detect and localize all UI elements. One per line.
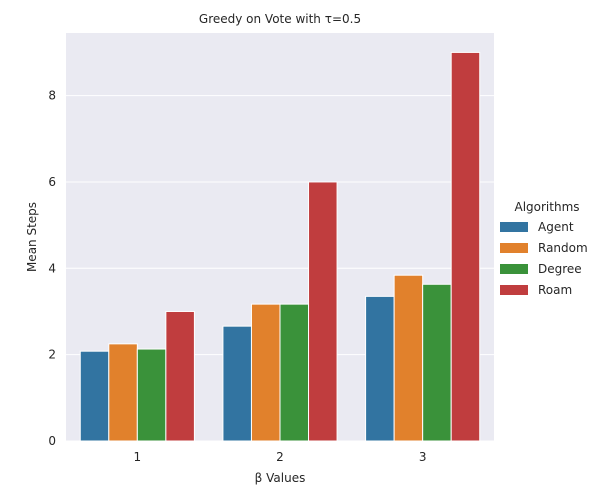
legend-label-agent: Agent <box>538 220 574 234</box>
legend-swatch-roam <box>500 285 528 295</box>
bar-agent-2 <box>222 325 252 442</box>
legend: Algorithms Agent Random Degree Roam <box>500 200 588 297</box>
y-tick-label: 2 <box>48 348 56 362</box>
y-tick-label: 0 <box>48 434 56 448</box>
bar-roam-1 <box>165 310 195 442</box>
x-tick-label: 3 <box>419 450 427 464</box>
y-tick-label: 4 <box>48 261 56 275</box>
bar-degree-1 <box>136 348 167 442</box>
bar-random-3 <box>393 274 424 442</box>
bar-agent-1 <box>79 350 110 442</box>
y-tick-label: 8 <box>48 89 56 103</box>
legend-label-degree: Degree <box>538 262 582 276</box>
x-tick-labels: 1 2 3 <box>134 450 427 464</box>
legend-swatch-random <box>500 243 528 253</box>
y-axis-label: Mean Steps <box>25 202 39 272</box>
bar-degree-2 <box>279 303 310 442</box>
legend-swatch-degree <box>500 264 528 274</box>
legend-label-random: Random <box>538 241 588 255</box>
legend-swatch-agent <box>500 222 528 232</box>
x-axis-label: β Values <box>255 471 306 485</box>
y-tick-label: 6 <box>48 175 56 189</box>
bars <box>79 51 481 442</box>
bar-roam-2 <box>308 181 338 442</box>
x-tick-label: 2 <box>276 450 284 464</box>
bar-random-1 <box>108 343 138 442</box>
x-tick-label: 1 <box>134 450 142 464</box>
bar-agent-3 <box>365 295 395 442</box>
bar-roam-3 <box>450 51 481 442</box>
legend-label-roam: Roam <box>538 283 572 297</box>
legend-title: Algorithms <box>514 200 579 214</box>
bar-degree-3 <box>422 283 452 442</box>
y-tick-labels: 0 2 4 6 8 <box>48 89 56 448</box>
chart-title: Greedy on Vote with τ=0.5 <box>199 12 361 26</box>
bar-random-2 <box>250 303 281 442</box>
